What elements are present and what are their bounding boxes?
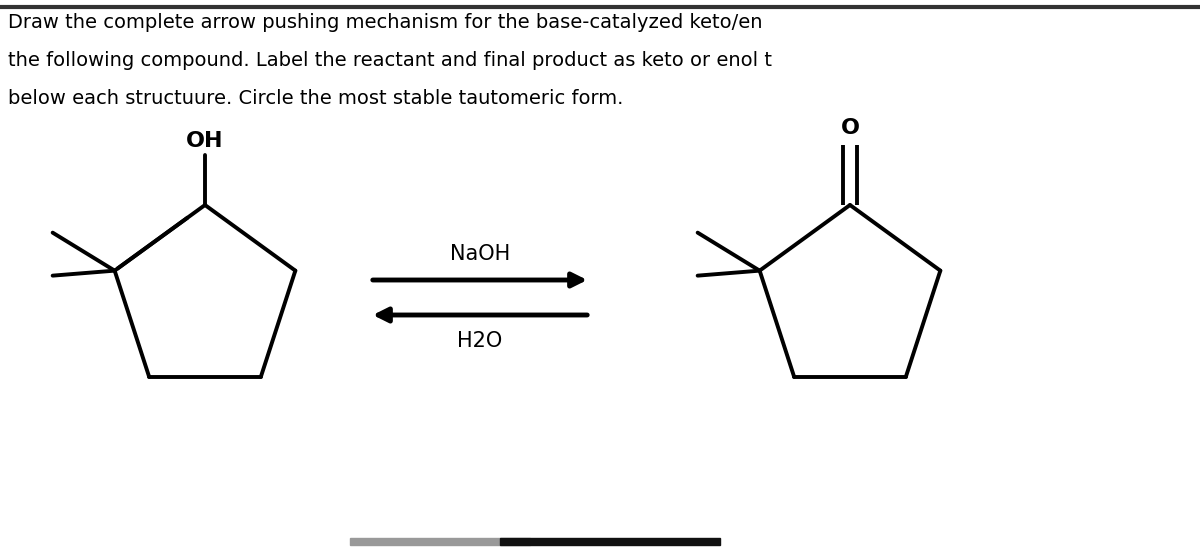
Text: below each structuure. Circle the most stable tautomeric form.: below each structuure. Circle the most s… [8, 89, 623, 108]
Text: OH: OH [186, 131, 223, 151]
Text: the following compound. Label the reactant and final product as keto or enol t: the following compound. Label the reacta… [8, 51, 772, 70]
Bar [350, 538, 530, 545]
Bar [500, 538, 720, 545]
Text: Draw the complete arrow pushing mechanism for the base-catalyzed keto/en: Draw the complete arrow pushing mechanis… [8, 13, 762, 32]
Text: H2O: H2O [457, 331, 503, 351]
Text: NaOH: NaOH [450, 244, 510, 264]
Text: O: O [840, 118, 859, 138]
